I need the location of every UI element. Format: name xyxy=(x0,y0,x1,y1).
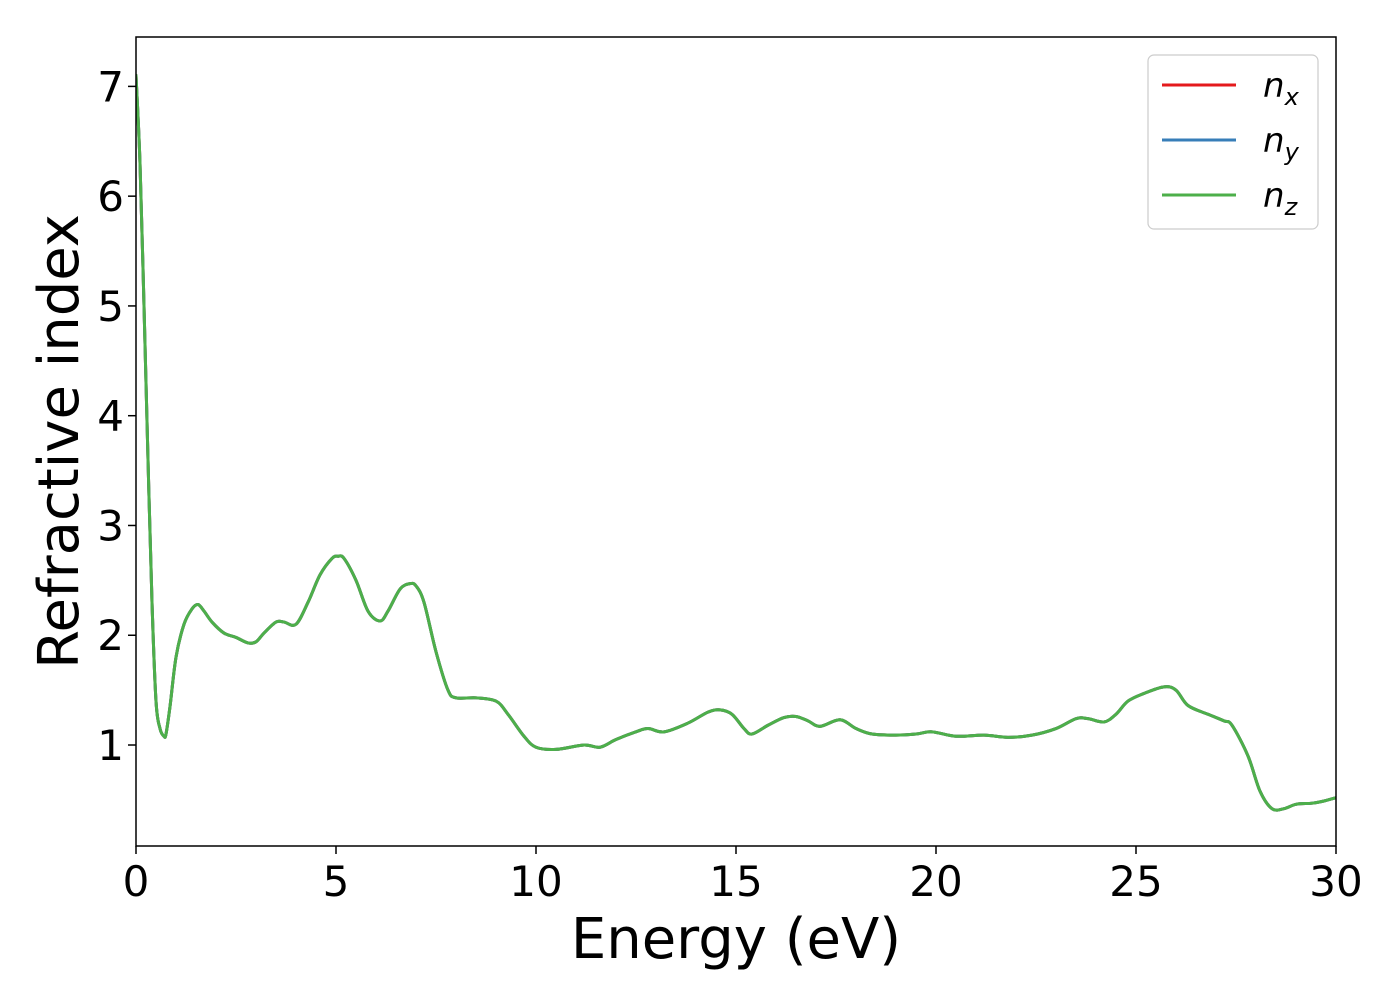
x-tick-label: 5 xyxy=(323,857,350,906)
y-tick-label: 1 xyxy=(97,721,124,770)
x-tick-label: 0 xyxy=(123,857,150,906)
y-tick-label: 7 xyxy=(97,62,124,111)
y-tick-label: 2 xyxy=(97,611,124,660)
legend-label-n-y: ny xyxy=(1263,121,1300,166)
y-tick-label: 3 xyxy=(97,501,124,550)
x-tick-label: 15 xyxy=(709,857,762,906)
series-layer xyxy=(136,73,1336,812)
y-ticks: 1 2 3 4 5 6 7 xyxy=(97,62,136,770)
y-axis-label: Refractive index xyxy=(27,214,92,669)
legend-label-n-x: nx xyxy=(1263,66,1300,111)
legend-box xyxy=(1147,54,1319,230)
x-tick-label: 25 xyxy=(1109,857,1162,906)
y-tick-label: 6 xyxy=(97,172,124,221)
legend: nx ny nz xyxy=(1147,54,1319,230)
x-tick-label: 20 xyxy=(909,857,962,906)
legend-label-n-z: nz xyxy=(1263,176,1299,221)
legend-items: nx ny nz xyxy=(1162,66,1300,221)
x-tick-label: 30 xyxy=(1309,857,1362,906)
x-axis-label: Energy (eV) xyxy=(571,907,901,972)
series-line-n-z xyxy=(136,73,1336,812)
x-ticks: 0 5 10 15 20 25 30 xyxy=(123,846,1363,906)
x-tick-label: 10 xyxy=(509,857,562,906)
y-tick-label: 5 xyxy=(97,282,124,331)
y-tick-label: 4 xyxy=(97,392,124,441)
